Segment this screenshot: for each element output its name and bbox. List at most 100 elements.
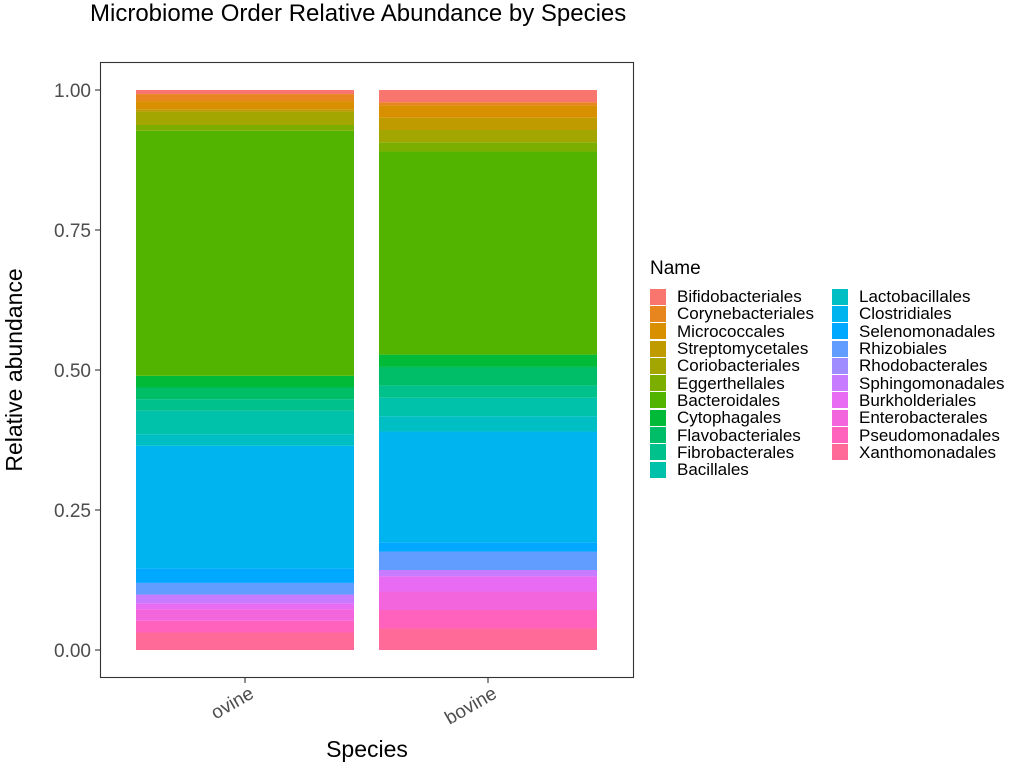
x-tick-label-ovine: ovine <box>208 683 258 724</box>
bar-segment-bovine-corynebacteriales <box>379 102 597 106</box>
bar-segment-bovine-enterobacterales <box>379 591 597 610</box>
chart-title: Microbiome Order Relative Abundance by S… <box>90 0 627 27</box>
legend-swatch <box>832 375 848 392</box>
legend-item-streptomycetales: Streptomycetales <box>650 340 832 357</box>
bar-segment-ovine-sphingomonadales <box>136 594 354 604</box>
y-axis: 0.00 0.25 0.50 0.75 1.00 <box>54 81 101 662</box>
bar-segment-ovine-clostridiales <box>136 445 354 569</box>
legend-item-rhizobiales: Rhizobiales <box>832 340 1014 357</box>
legend-label: Bacteroidales <box>677 390 781 410</box>
legend-label: Rhizobiales <box>859 339 947 359</box>
legend-label: Streptomycetales <box>677 339 809 359</box>
legend-swatch <box>832 340 848 357</box>
legend-item-flavobacteriales: Flavobacteriales <box>650 425 832 445</box>
legend-item-corynebacteriales: Corynebacteriales <box>650 305 832 322</box>
legend-swatch <box>650 340 666 357</box>
legend-item-enterobacterales: Enterobacterales <box>832 409 1014 426</box>
legend-label: Cytophagales <box>677 408 781 428</box>
legend-swatch <box>832 427 848 444</box>
legend-label: Xanthomonadales <box>859 442 997 462</box>
legend-label: Corynebacteriales <box>677 304 815 324</box>
y-tick-label: 0.75 <box>54 221 91 242</box>
bar-segment-bovine-lactobacillales <box>379 416 597 432</box>
legend-swatch <box>832 305 848 322</box>
legend-item-micrococcales: Micrococcales <box>650 323 832 340</box>
bars-layer <box>136 90 597 650</box>
bar-segment-ovine-fibrobacterales <box>136 399 354 411</box>
legend-swatch <box>832 288 848 305</box>
bar-segment-ovine-pseudomonadales <box>136 620 354 633</box>
legend-label: Coriobacteriales <box>677 356 800 376</box>
bar-segment-bovine-pseudomonadales <box>379 610 597 629</box>
legend-swatch <box>650 323 666 340</box>
bar-segment-bovine-micrococcales <box>379 105 597 118</box>
legend-item-bacteroidales: Bacteroidales <box>650 392 832 409</box>
legend-item-selenomonadales: Selenomonadales <box>832 323 1014 340</box>
legend-swatch <box>650 288 666 305</box>
legend-swatch <box>832 392 848 409</box>
bar-segment-ovine-bacteroidales <box>136 130 354 376</box>
legend-label: Enterobacterales <box>859 408 988 428</box>
bar-segment-ovine-flavobacteriales <box>136 387 354 400</box>
bar-segment-bovine-bacteroidales <box>379 151 597 355</box>
legend-column: Bifidobacteriales Corynebacteriales Microc… <box>650 288 832 478</box>
bar-segment-bovine-bifidobacteriales <box>379 90 597 103</box>
legend-swatch <box>650 409 666 426</box>
y-tick-label: 1.00 <box>54 81 91 102</box>
legend-swatch <box>650 392 666 409</box>
bar-segment-bovine-xanthomonadales <box>379 628 597 650</box>
legend-columns: Bifidobacteriales Corynebacteriales Microc… <box>650 288 1014 478</box>
legend-label: Micrococcales <box>677 321 785 341</box>
y-tick-label: 0.50 <box>54 361 91 382</box>
legend: Name Bifidobacteriales Corynebacteriales M… <box>650 258 1014 478</box>
legend-swatch <box>650 444 666 461</box>
legend-swatch <box>650 305 666 322</box>
legend-item-coriobacteriales: Coriobacteriales <box>650 357 832 374</box>
bar-segment-ovine-eggerthellales <box>136 125 354 131</box>
legend-title: Name <box>650 258 701 279</box>
legend-label: Sphingomonadales <box>859 373 1005 393</box>
y-tick-label: 0.00 <box>54 641 91 662</box>
bar-segment-ovine-coriobacteriales <box>136 111 354 125</box>
bar-segment-bovine-clostridiales <box>379 431 597 543</box>
legend-label: Burkholderiales <box>859 390 977 410</box>
x-axis: ovine bovine <box>208 677 501 729</box>
bar-segment-bovine-fibrobacterales <box>379 385 597 398</box>
legend-item-rhodobacterales: Rhodobacterales <box>832 357 1014 374</box>
legend-swatch <box>832 323 848 340</box>
legend-item-cytophagales: Cytophagales <box>650 409 832 426</box>
bar-segment-ovine-selenomonadales <box>136 568 354 583</box>
legend-item-pseudomonadales: Pseudomonadales <box>832 426 1014 444</box>
bar-segment-ovine-bifidobacteriales <box>136 90 354 95</box>
legend-label: Bacillales <box>677 460 749 480</box>
legend-item-eggerthellales: Eggerthellales <box>650 374 832 392</box>
legend-item-sphingomonadales: Sphingomonadales <box>832 373 1014 393</box>
legend-swatch <box>650 357 666 374</box>
bar-segment-ovine-bacillales <box>136 410 354 435</box>
legend-item-clostridiales: Clostridiales <box>832 305 1014 322</box>
legend-label: Flavobacteriales <box>677 425 801 445</box>
bar-segment-ovine-cytophagales <box>136 375 354 388</box>
bar-segment-ovine-corynebacteriales <box>136 94 354 102</box>
bar-segment-ovine-burkholderiales <box>136 603 354 610</box>
legend-swatch <box>832 409 848 426</box>
bar-segment-bovine-flavobacteriales <box>379 366 597 386</box>
legend-swatch <box>832 444 848 461</box>
legend-swatch <box>650 427 666 444</box>
bar-segment-bovine-coriobacteriales <box>379 130 597 143</box>
bar-segment-ovine-enterobacterales <box>136 609 354 621</box>
legend-label: Fibrobacterales <box>677 442 795 462</box>
bar-segment-ovine-micrococcales <box>136 101 354 110</box>
bar-segment-ovine-rhizobiales <box>136 582 354 595</box>
legend-label: Clostridiales <box>859 304 952 324</box>
bar-segment-ovine-lactobacillales <box>136 434 354 446</box>
legend-label: Rhodobacterales <box>859 356 988 376</box>
bar-segment-bovine-burkholderiales <box>379 576 597 592</box>
legend-swatch <box>650 375 666 392</box>
legend-label: Lactobacillales <box>859 287 971 307</box>
legend-item-bifidobacteriales: Bifidobacteriales <box>650 288 832 305</box>
legend-item-bacillales: Bacillales <box>650 461 832 478</box>
y-axis-title: Relative abundance <box>1 268 27 471</box>
legend-item-fibrobacterales: Fibrobacterales <box>650 444 832 461</box>
